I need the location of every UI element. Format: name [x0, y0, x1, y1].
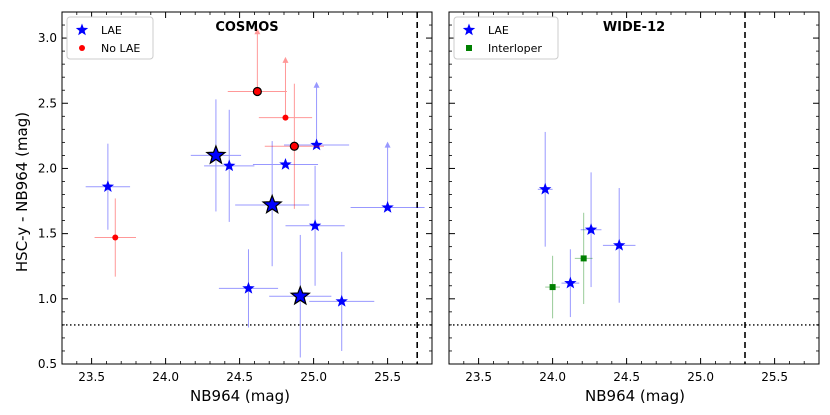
legend-box [453, 16, 559, 60]
data-point-lae [310, 138, 323, 151]
limit-arrow [313, 81, 320, 88]
x-tick-label: 23.5 [465, 370, 492, 384]
data-point-lae [539, 182, 552, 195]
data-point-lae [279, 158, 292, 170]
axes-frame [61, 11, 433, 365]
y-tick-label: 1.5 [38, 227, 57, 241]
error-bars-lae [85, 81, 425, 358]
data-point-lae [261, 193, 283, 215]
y-axis-label: HSC-y - NB964 (mag) [13, 112, 31, 272]
error-bars-interloper [545, 212, 593, 319]
legend-box [66, 16, 154, 60]
x-tick-label: 24.0 [539, 370, 566, 384]
y-tick-label: 1.0 [38, 292, 57, 306]
legend-marker [462, 23, 476, 36]
data-point-lae [584, 223, 598, 235]
legend-label: No LAE [101, 42, 140, 55]
x-tick-label: 25.0 [300, 370, 327, 384]
data-point-lae [205, 144, 227, 165]
axes-frame [448, 11, 820, 365]
data-point-no-lae [112, 234, 119, 241]
panel-title: COSMOS [215, 20, 278, 35]
y-tick-label: 2.5 [38, 96, 57, 110]
data-point-lae [381, 201, 394, 213]
data-point-no-lae [252, 86, 262, 97]
legend-marker [466, 45, 472, 51]
data-point-no-lae [282, 114, 289, 121]
panel-wide12: 23.5 24.0 24.5 25.0 25.5 WIDE-12 LAE Interloper [448, 11, 820, 384]
data-point-lae [242, 281, 255, 294]
data-point-lae [308, 219, 322, 232]
panels: 23.5 24.0 24.5 25.0 25.5 0.5 1.0 1.5 2.0 2.5 3.0 CO… [38, 11, 820, 384]
x-tick-label: 25.5 [374, 370, 401, 384]
data-point-lae [613, 238, 626, 251]
legend-marker [75, 23, 89, 36]
data-point-lae [564, 276, 577, 289]
y-tick-label: 0.5 [38, 357, 57, 371]
left-x-axis-label: NB964 (mag) [190, 387, 290, 405]
x-tick-label: 25.5 [761, 370, 788, 384]
x-tick-label: 24.0 [152, 370, 179, 384]
panel-cosmos: 23.5 24.0 24.5 25.0 25.5 0.5 1.0 1.5 2.0 2.5 3.0 CO… [38, 11, 433, 384]
x-tick-label: 23.5 [78, 370, 105, 384]
data-point-interloper [549, 284, 556, 291]
y-tick-label: 2.0 [38, 161, 57, 175]
data-point-lae [101, 180, 115, 192]
data-point-lae [223, 159, 236, 172]
legend: LAE Interloper [453, 16, 559, 60]
data-point-no-lae [289, 141, 299, 151]
legend-label: LAE [488, 24, 509, 37]
panel-title: WIDE-12 [603, 20, 665, 35]
data-point-lae [335, 294, 348, 307]
limit-arrow [254, 28, 261, 35]
x-tick-label: 24.5 [613, 370, 640, 384]
legend-marker [79, 45, 85, 51]
limit-arrow [282, 56, 289, 63]
limit-arrow [384, 141, 391, 148]
x-tick-label: 25.0 [687, 370, 714, 384]
legend-label: Interloper [488, 42, 542, 55]
legend-label: LAE [101, 24, 122, 37]
right-x-axis-label: NB964 (mag) [585, 387, 685, 405]
legend: LAE No LAE [66, 16, 154, 60]
x-tick-label: 24.5 [226, 370, 253, 384]
y-tick-label: 3.0 [38, 31, 57, 45]
data-point-interloper [580, 255, 587, 262]
data-point-lae [289, 285, 311, 306]
